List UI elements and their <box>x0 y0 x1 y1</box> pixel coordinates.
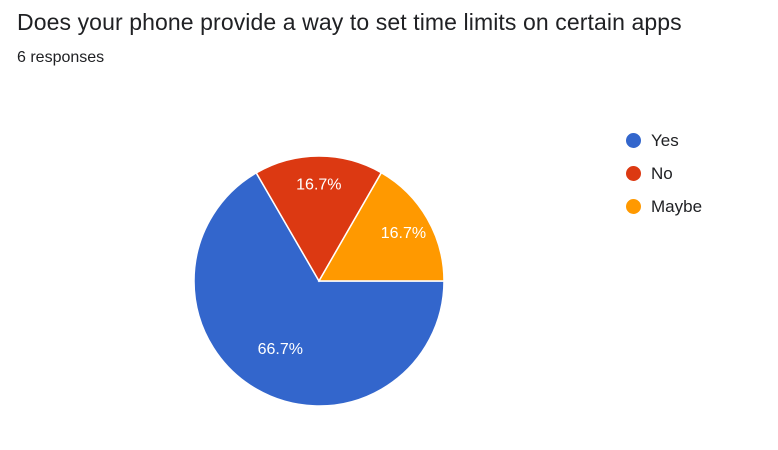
legend-item-maybe[interactable]: Maybe <box>626 190 702 223</box>
legend-swatch-yes <box>626 133 641 148</box>
chart-legend: Yes No Maybe <box>626 124 702 223</box>
slice-label-yes: 66.7% <box>258 341 303 358</box>
legend-item-yes[interactable]: Yes <box>626 124 702 157</box>
slice-label-maybe: 16.7% <box>381 225 426 242</box>
legend-swatch-no <box>626 166 641 181</box>
legend-item-no[interactable]: No <box>626 157 702 190</box>
slice-no[interactable] <box>255 155 383 283</box>
response-count: 6 responses <box>17 49 105 66</box>
slice-yes[interactable] <box>193 171 445 407</box>
slice-label-no: 16.7% <box>296 177 341 194</box>
slice-maybe[interactable] <box>317 171 445 282</box>
legend-label-yes: Yes <box>651 130 679 150</box>
legend-swatch-maybe <box>626 199 641 214</box>
legend-label-maybe: Maybe <box>651 196 703 216</box>
legend-label-no: No <box>651 163 673 183</box>
chart-title: Does your phone provide a way to set tim… <box>17 9 682 35</box>
